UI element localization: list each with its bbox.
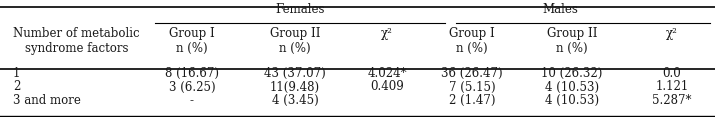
- Text: 5.287*: 5.287*: [652, 94, 691, 107]
- Text: Males: Males: [542, 3, 578, 16]
- Text: 7 (5.15): 7 (5.15): [449, 80, 495, 93]
- Text: 4 (10.53): 4 (10.53): [545, 94, 599, 107]
- Text: Group II
n (%): Group II n (%): [547, 27, 597, 55]
- Text: -: -: [190, 94, 194, 107]
- Text: 43 (37.07): 43 (37.07): [264, 67, 326, 80]
- Text: Group II
n (%): Group II n (%): [270, 27, 320, 55]
- Text: 1.121: 1.121: [656, 80, 689, 93]
- Text: 3 and more: 3 and more: [13, 94, 81, 107]
- Text: 8 (16.67): 8 (16.67): [165, 67, 219, 80]
- Text: 2 (1.47): 2 (1.47): [449, 94, 495, 107]
- Text: 4 (3.45): 4 (3.45): [272, 94, 318, 107]
- Text: 0.0: 0.0: [663, 67, 681, 80]
- Text: Group I
n (%): Group I n (%): [449, 27, 495, 55]
- Text: 1: 1: [13, 67, 20, 80]
- Text: Number of metabolic
syndrome factors: Number of metabolic syndrome factors: [13, 27, 139, 55]
- Text: Females: Females: [275, 3, 325, 16]
- Text: 3 (6.25): 3 (6.25): [169, 80, 215, 93]
- Text: χ²: χ²: [666, 27, 678, 40]
- Text: 11(9.48): 11(9.48): [270, 80, 320, 93]
- Text: 36 (26.47): 36 (26.47): [441, 67, 503, 80]
- Text: 4 (10.53): 4 (10.53): [545, 80, 599, 93]
- Text: χ²: χ²: [381, 27, 393, 40]
- Text: Group I
n (%): Group I n (%): [169, 27, 215, 55]
- Text: 0.409: 0.409: [370, 80, 404, 93]
- Text: 2: 2: [13, 80, 20, 93]
- Text: 4.024*: 4.024*: [368, 67, 407, 80]
- Text: 10 (26.32): 10 (26.32): [541, 67, 603, 80]
